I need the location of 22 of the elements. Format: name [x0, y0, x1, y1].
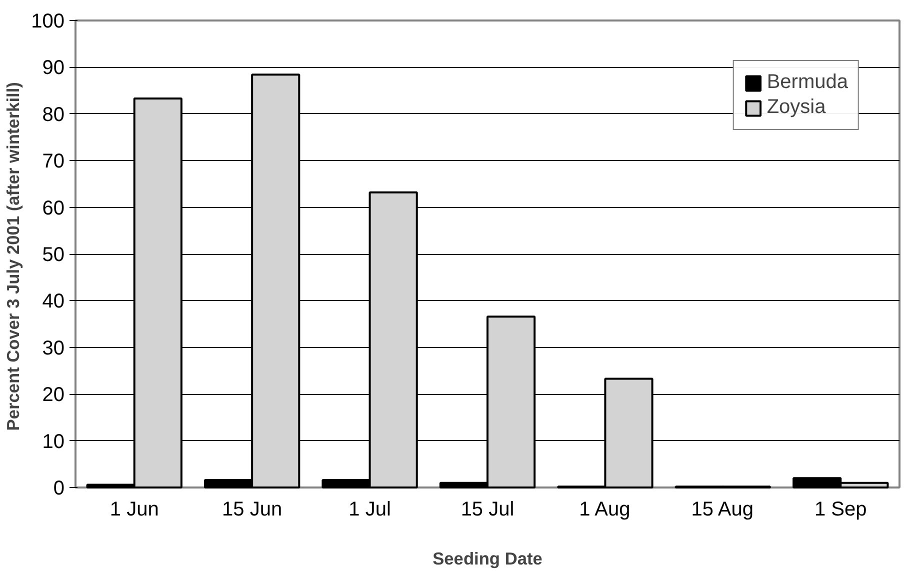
y-tick-label: 20 — [42, 384, 65, 406]
x-tick-label: 1 Jul — [348, 498, 391, 520]
x-tick-label: 15 Jun — [222, 498, 282, 520]
legend-label: Zoysia — [766, 96, 826, 119]
y-tick-label: 90 — [42, 57, 65, 80]
y-tick-label: 10 — [42, 430, 65, 453]
y-tick-label: 80 — [42, 104, 65, 126]
y-tick-label: 0 — [53, 478, 64, 500]
y-tick-label: 60 — [42, 197, 65, 220]
y-tick-label: 70 — [42, 150, 65, 173]
legend-label: Bermuda — [766, 71, 848, 94]
y-tick-label: 30 — [42, 337, 65, 360]
y-tick-label: 40 — [42, 290, 65, 313]
x-tick-label: 1 Aug — [579, 498, 630, 520]
y-axis-title: Percent Cover 3 July 2001 (after winterkill) — [3, 82, 24, 431]
y-tick-label: 100 — [31, 10, 65, 32]
y-tick-label: 50 — [42, 244, 65, 266]
x-tick-label: 15 Jul — [460, 498, 514, 520]
x-tick-label: 1 Sep — [814, 498, 867, 520]
x-tick-label: 15 Aug — [691, 498, 754, 520]
x-tick-label: 1 Jun — [110, 498, 159, 520]
x-axis-title: Seeding Date — [432, 548, 543, 568]
